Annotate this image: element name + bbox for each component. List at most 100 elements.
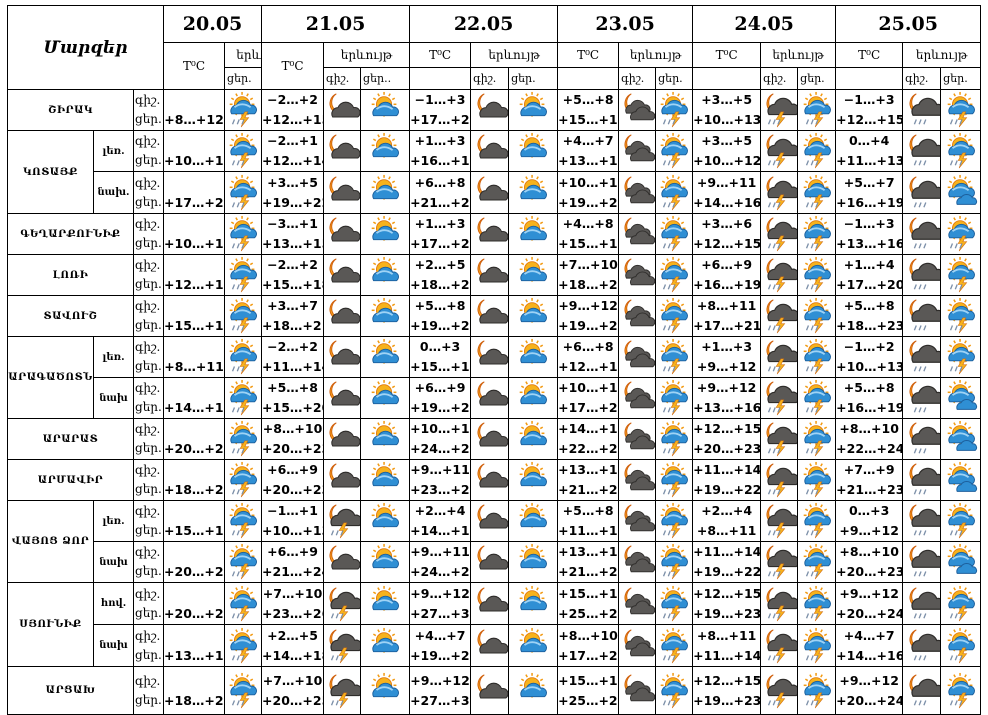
day-temperature: +16…+19: [836, 194, 903, 210]
day-temperature: +17…+21: [558, 400, 618, 415]
night-temperature: 0…+3: [848, 503, 890, 518]
night-temperature: −1…+3: [414, 92, 466, 107]
night-cloudy-icon: [323, 377, 362, 419]
day-temperature: +14…+16: [836, 647, 903, 663]
day-temperature: +19…+23: [410, 318, 470, 333]
night-temperature: [165, 461, 224, 481]
temperature-cell: +6…+9 +19…+24: [409, 377, 472, 419]
night-cloudy-icon: [470, 418, 510, 460]
temperature-cell: +17…+20: [163, 171, 226, 214]
day-label: ցեր.: [135, 482, 162, 496]
night-temperature: +9…+12: [696, 380, 757, 395]
night-thunderstorm-icon: [323, 666, 362, 715]
thunderstorm-icon: [797, 213, 837, 255]
night-label: գիշ.: [135, 93, 161, 107]
night-cloudy-icon: [323, 295, 362, 337]
night-label: գիշ.: [135, 134, 161, 148]
day-label: ցեր.: [135, 692, 162, 707]
temperature-cell: +4…+7 +13…+15: [557, 130, 620, 172]
temperature-cell: +7…+10 +18…+21: [557, 254, 620, 296]
partly-cloudy-icon: [360, 541, 411, 583]
night-rain-icon: [902, 171, 942, 214]
night-header: գիշ.: [470, 67, 510, 90]
phenomenon-header: երևույթ: [323, 42, 411, 68]
night-overcast-icon: [618, 130, 657, 172]
night-label: գիշ.: [135, 504, 161, 518]
night-temperature: [165, 132, 224, 152]
day-temperature: +8…+11: [164, 359, 224, 374]
region-name: ԿՈՏԱՅՔ: [7, 130, 94, 214]
night-temperature: −1…+1: [267, 503, 318, 518]
night-temperature: +5…+8: [843, 380, 895, 395]
night-rain-icon: [902, 377, 942, 419]
thunderstorm-icon: [940, 582, 982, 625]
subregion-label: լեռ.: [93, 500, 134, 542]
day-temperature: +15…+18: [164, 318, 224, 333]
night-overcast-icon: [618, 624, 657, 667]
night-thunderstorm-icon: [760, 130, 799, 172]
thunderstorm-icon: [940, 213, 982, 255]
night-thunderstorm-icon: [760, 582, 799, 625]
day-label: ցեր.: [135, 318, 162, 332]
night-temperature: +5…+8: [562, 503, 614, 518]
night-temperature: +9…+12: [839, 585, 899, 601]
temperature-cell: +10…+15: [163, 213, 226, 255]
night-overcast-icon: [618, 336, 657, 378]
temperature-cell: +1…+3 +9…+12: [692, 336, 762, 378]
night-overcast-icon: [618, 377, 657, 419]
time-of-day-labels: գիշ. ցեր.: [132, 377, 165, 419]
night-temperature: +12…+15: [693, 421, 761, 436]
time-of-day-labels: գիշ. ցեր.: [132, 336, 165, 378]
day-temperature: +17…+21: [693, 318, 761, 333]
night-temperature: +10…+13: [558, 380, 618, 395]
region-name: ԼՈՌԻ: [7, 254, 134, 296]
temperature-cell: +9…+12 +19…+23: [557, 295, 620, 337]
night-thunderstorm-icon: [760, 171, 799, 214]
temperature-cell: +8…+10 +20…+23: [835, 541, 904, 583]
night-thunderstorm-icon: [760, 500, 799, 542]
temperature-cell: +5…+8 +18…+23: [835, 295, 904, 337]
night-temperature: +6…+9: [267, 462, 318, 477]
temperature-cell: +4…+8 +15…+18: [557, 213, 620, 255]
day-temperature: +12…+14: [262, 153, 324, 168]
time-of-day-labels: գիշ. ցեր.: [132, 295, 165, 337]
day-temperature: +12…+15: [693, 236, 761, 251]
night-label: գիշ.: [135, 258, 161, 272]
night-temperature: 0…+4: [848, 133, 890, 148]
sun-clouds-icon: [940, 171, 982, 214]
night-label: գիշ.: [135, 545, 161, 559]
empty-cell: [557, 67, 620, 90]
night-temperature: [165, 215, 224, 235]
temperature-cell: +11…+14 +19…+22: [692, 459, 762, 501]
temperature-cell: −1…+3 +17…+21: [409, 89, 472, 131]
temperature-cell: +5…+8 +16…+19: [835, 377, 904, 419]
temperature-cell: +5…+8 +15…+19: [557, 89, 620, 131]
day-temperature: +12…+15: [558, 359, 618, 374]
phenomenon-header: երևույթ: [618, 42, 694, 68]
night-temperature: +4…+7: [414, 627, 466, 643]
subregion-label: նախ: [93, 541, 134, 583]
day-temperature: +19…+22: [410, 647, 470, 663]
night-temperature: [165, 256, 224, 276]
night-cloudy-icon: [470, 582, 510, 625]
night-label: գիշ.: [135, 628, 161, 643]
partly-cloudy-icon: [508, 89, 559, 131]
day-header: ցեր.: [940, 67, 982, 90]
thunderstorm-icon: [940, 254, 982, 296]
night-cloudy-icon: [470, 624, 510, 667]
night-rain-icon: [902, 624, 942, 667]
temperature-cell: +8…+12: [163, 89, 226, 131]
day-temperature: +9…+12: [839, 523, 899, 538]
night-label: գիշ.: [135, 673, 161, 688]
temperature-cell: +8…+11 +11…+14: [692, 624, 762, 667]
partly-cloudy-icon: [360, 254, 411, 296]
night-temperature: +1…+3: [414, 133, 466, 148]
night-temperature: +11…+14: [693, 544, 761, 559]
night-cloudy-icon: [470, 500, 510, 542]
thunderstorm-icon: [940, 666, 982, 715]
temperature-cell: +5…+8 +15…+20: [261, 377, 325, 419]
night-temperature: +8…+10: [262, 421, 323, 436]
